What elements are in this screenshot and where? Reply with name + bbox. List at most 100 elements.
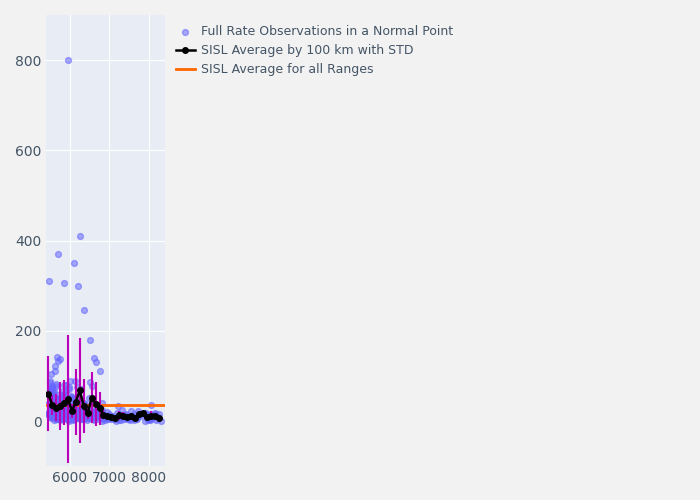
Full Rate Observations in a Normal Point — [54, 409, 65, 417]
Full Rate Observations in a Normal Point — [50, 410, 61, 418]
Full Rate Observations in a Normal Point — [56, 404, 67, 412]
Full Rate Observations in a Normal Point — [52, 404, 63, 412]
SISL Average by 100 km with STD — [155, 415, 163, 421]
Full Rate Observations in a Normal Point — [45, 399, 56, 407]
Full Rate Observations in a Normal Point — [59, 408, 70, 416]
Full Rate Observations in a Normal Point — [150, 412, 161, 420]
Full Rate Observations in a Normal Point — [51, 410, 62, 418]
Full Rate Observations in a Normal Point — [57, 398, 69, 406]
Full Rate Observations in a Normal Point — [48, 412, 59, 420]
Full Rate Observations in a Normal Point — [130, 416, 141, 424]
Full Rate Observations in a Normal Point — [52, 409, 64, 417]
Full Rate Observations in a Normal Point — [78, 410, 90, 418]
Full Rate Observations in a Normal Point — [44, 408, 55, 416]
Full Rate Observations in a Normal Point — [66, 411, 78, 419]
Full Rate Observations in a Normal Point — [65, 402, 76, 410]
Full Rate Observations in a Normal Point — [135, 412, 146, 420]
SISL Average by 100 km with STD — [80, 403, 88, 409]
Full Rate Observations in a Normal Point — [89, 410, 100, 418]
Full Rate Observations in a Normal Point — [51, 414, 62, 422]
Full Rate Observations in a Normal Point — [145, 401, 156, 409]
Line: SISL Average by 100 km with STD: SISL Average by 100 km with STD — [46, 388, 162, 420]
Full Rate Observations in a Normal Point — [62, 416, 74, 424]
Full Rate Observations in a Normal Point — [57, 410, 68, 418]
Full Rate Observations in a Normal Point — [65, 394, 76, 402]
Full Rate Observations in a Normal Point — [44, 379, 55, 387]
Full Rate Observations in a Normal Point — [53, 402, 64, 410]
Full Rate Observations in a Normal Point — [69, 400, 80, 407]
Full Rate Observations in a Normal Point — [47, 394, 58, 402]
Full Rate Observations in a Normal Point — [48, 402, 60, 410]
Full Rate Observations in a Normal Point — [57, 387, 69, 395]
Full Rate Observations in a Normal Point — [100, 414, 111, 422]
Full Rate Observations in a Normal Point — [133, 410, 144, 418]
Full Rate Observations in a Normal Point — [64, 404, 76, 412]
Full Rate Observations in a Normal Point — [78, 399, 89, 407]
Full Rate Observations in a Normal Point — [90, 408, 101, 416]
Full Rate Observations in a Normal Point — [46, 382, 57, 390]
Full Rate Observations in a Normal Point — [84, 414, 95, 422]
Full Rate Observations in a Normal Point — [52, 392, 64, 400]
Full Rate Observations in a Normal Point — [56, 409, 67, 417]
Full Rate Observations in a Normal Point — [87, 382, 98, 390]
Full Rate Observations in a Normal Point — [89, 414, 100, 422]
Full Rate Observations in a Normal Point — [46, 384, 57, 392]
Full Rate Observations in a Normal Point — [91, 406, 102, 414]
Full Rate Observations in a Normal Point — [125, 416, 136, 424]
Full Rate Observations in a Normal Point — [52, 394, 64, 402]
Full Rate Observations in a Normal Point — [69, 410, 80, 418]
Full Rate Observations in a Normal Point — [87, 412, 98, 420]
Legend: Full Rate Observations in a Normal Point, SISL Average by 100 km with STD, SISL : Full Rate Observations in a Normal Point… — [172, 21, 457, 80]
Full Rate Observations in a Normal Point — [48, 402, 60, 410]
Full Rate Observations in a Normal Point — [78, 306, 90, 314]
Full Rate Observations in a Normal Point — [68, 408, 79, 416]
Full Rate Observations in a Normal Point — [80, 400, 91, 408]
Full Rate Observations in a Normal Point — [82, 416, 93, 424]
Full Rate Observations in a Normal Point — [65, 410, 76, 418]
Full Rate Observations in a Normal Point — [69, 378, 80, 386]
Full Rate Observations in a Normal Point — [48, 412, 60, 420]
Full Rate Observations in a Normal Point — [104, 410, 115, 418]
Full Rate Observations in a Normal Point — [60, 412, 71, 420]
Full Rate Observations in a Normal Point — [142, 411, 153, 419]
Full Rate Observations in a Normal Point — [48, 416, 60, 424]
Full Rate Observations in a Normal Point — [57, 404, 69, 412]
Full Rate Observations in a Normal Point — [146, 414, 157, 422]
SISL Average by 100 km with STD — [115, 412, 123, 418]
Full Rate Observations in a Normal Point — [77, 410, 88, 418]
Full Rate Observations in a Normal Point — [68, 394, 79, 402]
Full Rate Observations in a Normal Point — [72, 282, 83, 290]
Full Rate Observations in a Normal Point — [69, 259, 80, 267]
Full Rate Observations in a Normal Point — [62, 401, 73, 409]
Full Rate Observations in a Normal Point — [71, 402, 83, 410]
Full Rate Observations in a Normal Point — [50, 406, 61, 414]
Full Rate Observations in a Normal Point — [117, 411, 128, 419]
Full Rate Observations in a Normal Point — [60, 408, 71, 416]
Full Rate Observations in a Normal Point — [46, 384, 57, 392]
Full Rate Observations in a Normal Point — [121, 414, 132, 422]
Full Rate Observations in a Normal Point — [72, 414, 83, 422]
Full Rate Observations in a Normal Point — [139, 408, 150, 416]
Full Rate Observations in a Normal Point — [144, 412, 155, 420]
Full Rate Observations in a Normal Point — [93, 412, 104, 420]
Full Rate Observations in a Normal Point — [101, 414, 112, 422]
Full Rate Observations in a Normal Point — [45, 412, 56, 420]
Full Rate Observations in a Normal Point — [137, 410, 148, 418]
SISL Average by 100 km with STD — [111, 415, 120, 421]
Full Rate Observations in a Normal Point — [46, 392, 57, 400]
Full Rate Observations in a Normal Point — [57, 401, 68, 409]
Full Rate Observations in a Normal Point — [66, 404, 78, 412]
Full Rate Observations in a Normal Point — [56, 404, 67, 412]
Full Rate Observations in a Normal Point — [123, 414, 134, 422]
SISL Average by 100 km with STD — [64, 396, 72, 402]
Full Rate Observations in a Normal Point — [62, 414, 73, 422]
Full Rate Observations in a Normal Point — [84, 336, 95, 344]
Full Rate Observations in a Normal Point — [64, 377, 76, 385]
Full Rate Observations in a Normal Point — [62, 411, 73, 419]
Full Rate Observations in a Normal Point — [74, 408, 85, 416]
Full Rate Observations in a Normal Point — [75, 414, 86, 422]
Full Rate Observations in a Normal Point — [52, 398, 63, 406]
Full Rate Observations in a Normal Point — [48, 404, 59, 412]
Full Rate Observations in a Normal Point — [48, 408, 59, 416]
Full Rate Observations in a Normal Point — [63, 412, 74, 420]
